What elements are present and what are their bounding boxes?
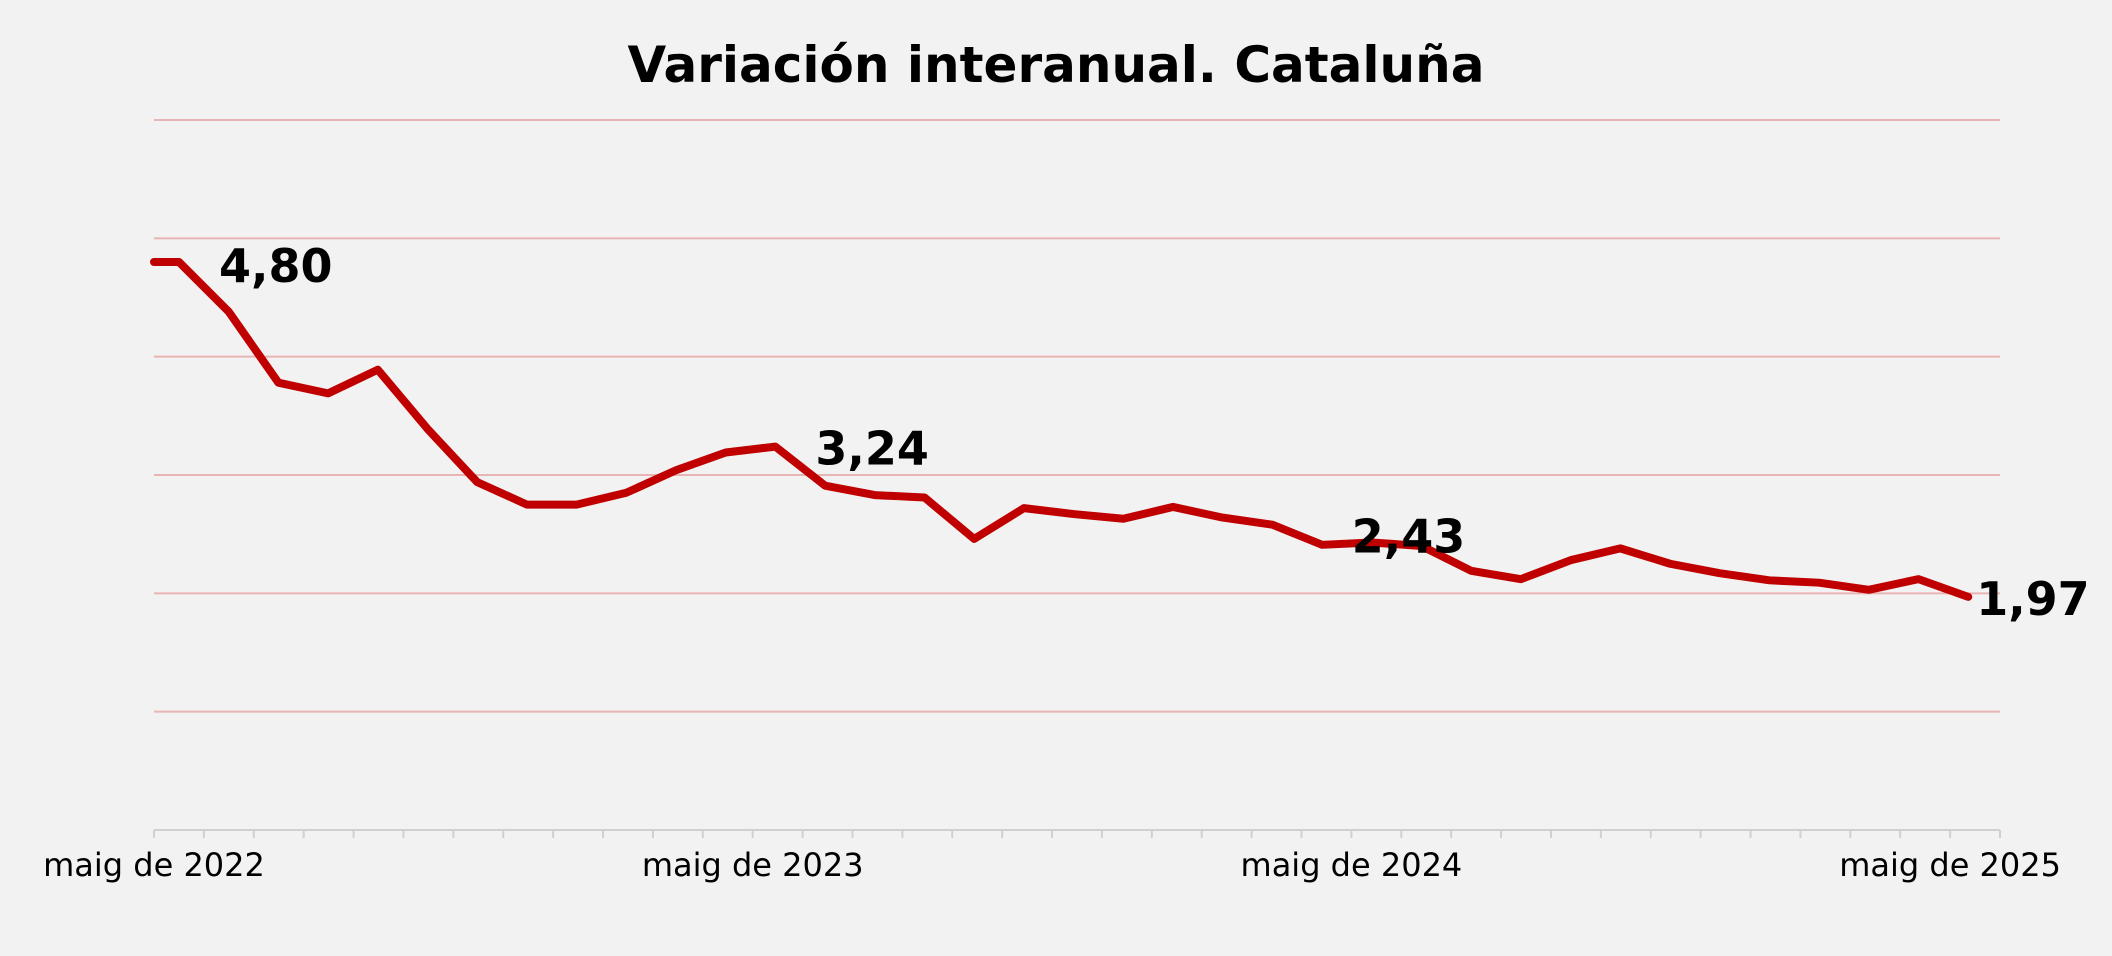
data-label: 1,97: [1976, 572, 2090, 626]
chart-title: Variación interanual. Cataluña: [627, 36, 1485, 94]
data-label: 3,24: [815, 422, 929, 476]
x-tick-label: maig de 2023: [642, 846, 864, 884]
data-label: 2,43: [1352, 509, 1466, 563]
data-label: 4,80: [219, 239, 333, 293]
x-tick-label: maig de 2024: [1241, 846, 1463, 884]
data-series-line: [150, 258, 1973, 601]
x-tick-label: maig de 2022: [43, 846, 265, 884]
x-tick-label: maig de 2025: [1839, 846, 2061, 884]
